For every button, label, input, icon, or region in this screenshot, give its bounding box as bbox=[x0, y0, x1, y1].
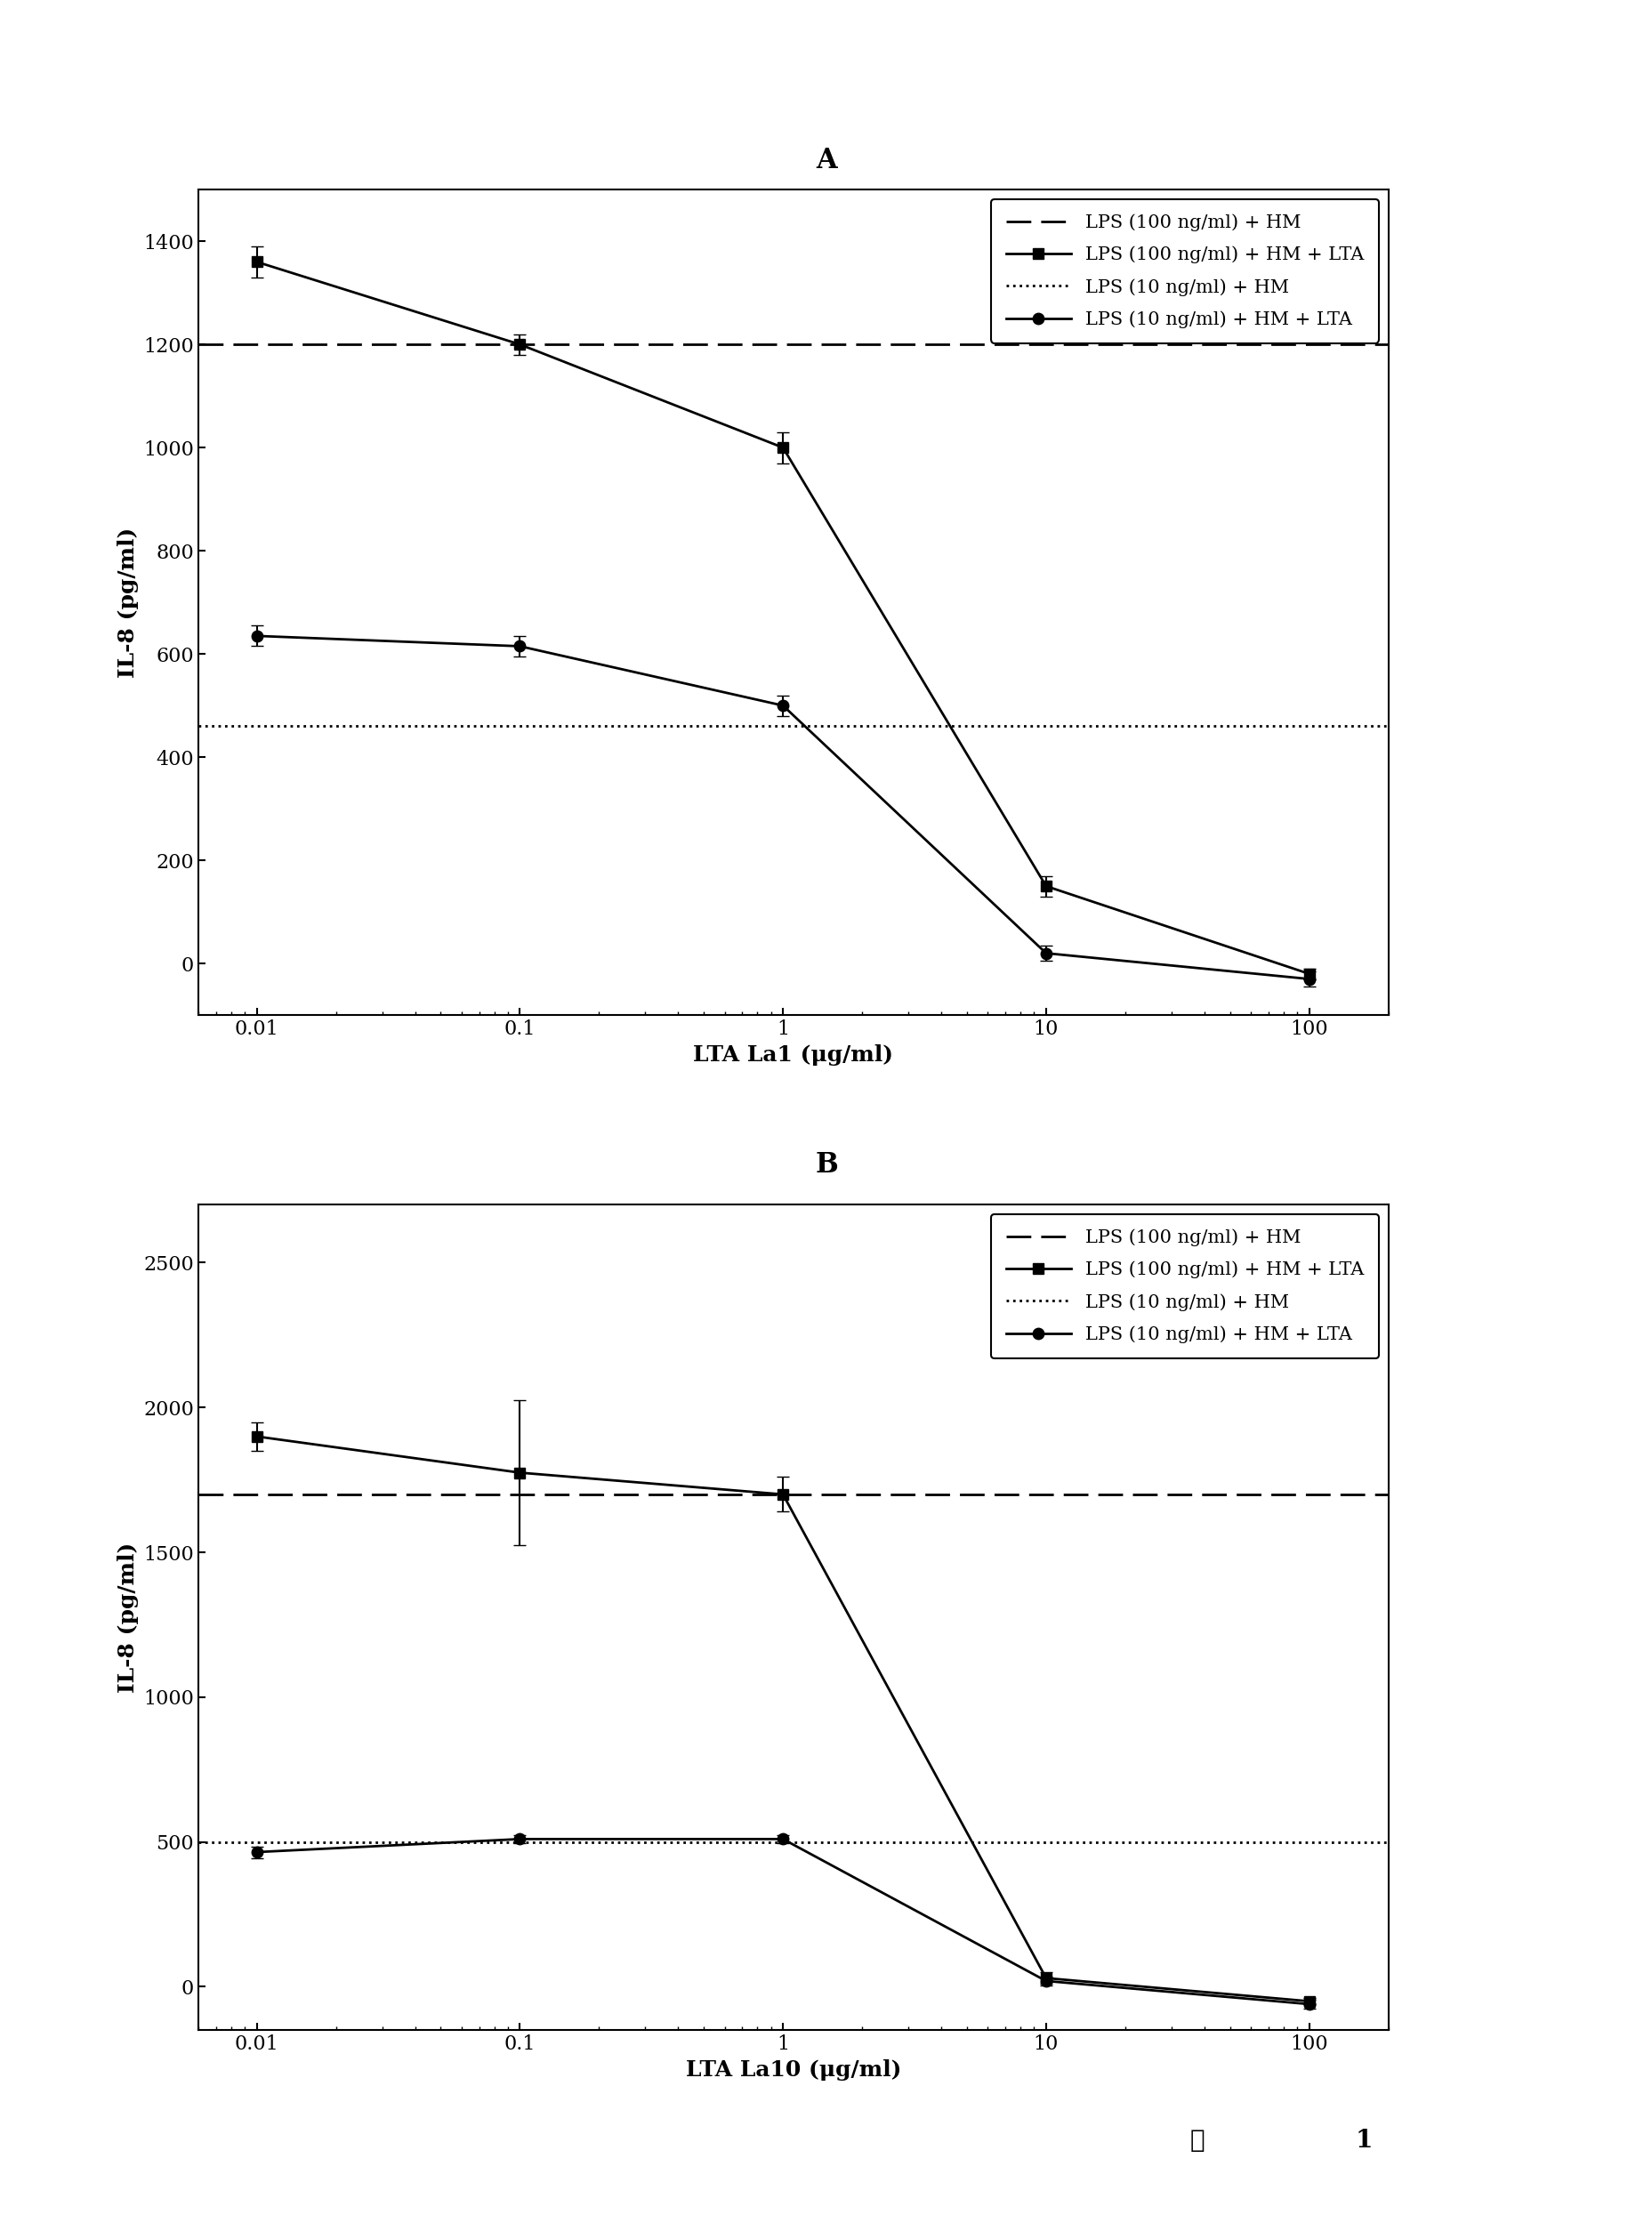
Line: LPS (10 ng/ml) + HM + LTA: LPS (10 ng/ml) + HM + LTA bbox=[251, 1834, 1313, 2010]
Text: 1: 1 bbox=[1355, 2128, 1371, 2153]
LPS (100 ng/ml) + HM + LTA bbox=[1036, 1966, 1056, 1992]
LPS (10 ng/ml) + HM + LTA bbox=[1298, 1990, 1318, 2017]
LPS (10 ng/ml) + HM + LTA bbox=[246, 1838, 266, 1865]
Line: LPS (100 ng/ml) + HM + LTA: LPS (100 ng/ml) + HM + LTA bbox=[251, 1430, 1313, 2008]
LPS (100 ng/ml) + HM + LTA bbox=[773, 435, 793, 462]
LPS (100 ng/ml) + HM + LTA bbox=[1298, 1988, 1318, 2015]
LPS (100 ng/ml) + HM + LTA bbox=[246, 1423, 266, 1450]
Legend: LPS (100 ng/ml) + HM, LPS (100 ng/ml) + HM + LTA, LPS (10 ng/ml) + HM, LPS (10 n: LPS (100 ng/ml) + HM, LPS (100 ng/ml) + … bbox=[991, 1214, 1378, 1359]
LPS (100 ng/ml) + HM + LTA bbox=[1298, 959, 1318, 986]
LPS (100 ng/ml) + HM + LTA bbox=[510, 330, 530, 357]
Text: B: B bbox=[814, 1151, 838, 1178]
LPS (100 ng/ml) + HM + LTA bbox=[246, 248, 266, 274]
LPS (10 ng/ml) + HM + LTA bbox=[1036, 1968, 1056, 1995]
LPS (10 ng/ml) + HM + LTA bbox=[773, 1825, 793, 1852]
LPS (10 ng/ml) + HM + LTA bbox=[1298, 966, 1318, 993]
Text: 图: 图 bbox=[1189, 2128, 1204, 2153]
LPS (10 ng/ml) + HM + LTA bbox=[246, 622, 266, 649]
Y-axis label: IL-8 (pg/ml): IL-8 (pg/ml) bbox=[117, 527, 139, 678]
Legend: LPS (100 ng/ml) + HM, LPS (100 ng/ml) + HM + LTA, LPS (10 ng/ml) + HM, LPS (10 n: LPS (100 ng/ml) + HM, LPS (100 ng/ml) + … bbox=[991, 199, 1378, 344]
LPS (10 ng/ml) + HM + LTA bbox=[510, 1825, 530, 1852]
LPS (10 ng/ml) + HM + LTA bbox=[510, 634, 530, 660]
LPS (100 ng/ml) + HM + LTA bbox=[510, 1459, 530, 1486]
X-axis label: LTA La1 (μg/ml): LTA La1 (μg/ml) bbox=[692, 1044, 894, 1064]
Line: LPS (100 ng/ml) + HM + LTA: LPS (100 ng/ml) + HM + LTA bbox=[251, 257, 1313, 979]
LPS (100 ng/ml) + HM + LTA bbox=[773, 1481, 793, 1508]
LPS (10 ng/ml) + HM + LTA bbox=[773, 692, 793, 718]
LPS (10 ng/ml) + HM + LTA bbox=[1036, 939, 1056, 966]
Line: LPS (10 ng/ml) + HM + LTA: LPS (10 ng/ml) + HM + LTA bbox=[251, 631, 1313, 984]
X-axis label: LTA La10 (μg/ml): LTA La10 (μg/ml) bbox=[686, 2059, 900, 2079]
LPS (100 ng/ml) + HM + LTA bbox=[1036, 872, 1056, 899]
Text: A: A bbox=[816, 147, 836, 174]
Y-axis label: IL-8 (pg/ml): IL-8 (pg/ml) bbox=[117, 1542, 139, 1693]
